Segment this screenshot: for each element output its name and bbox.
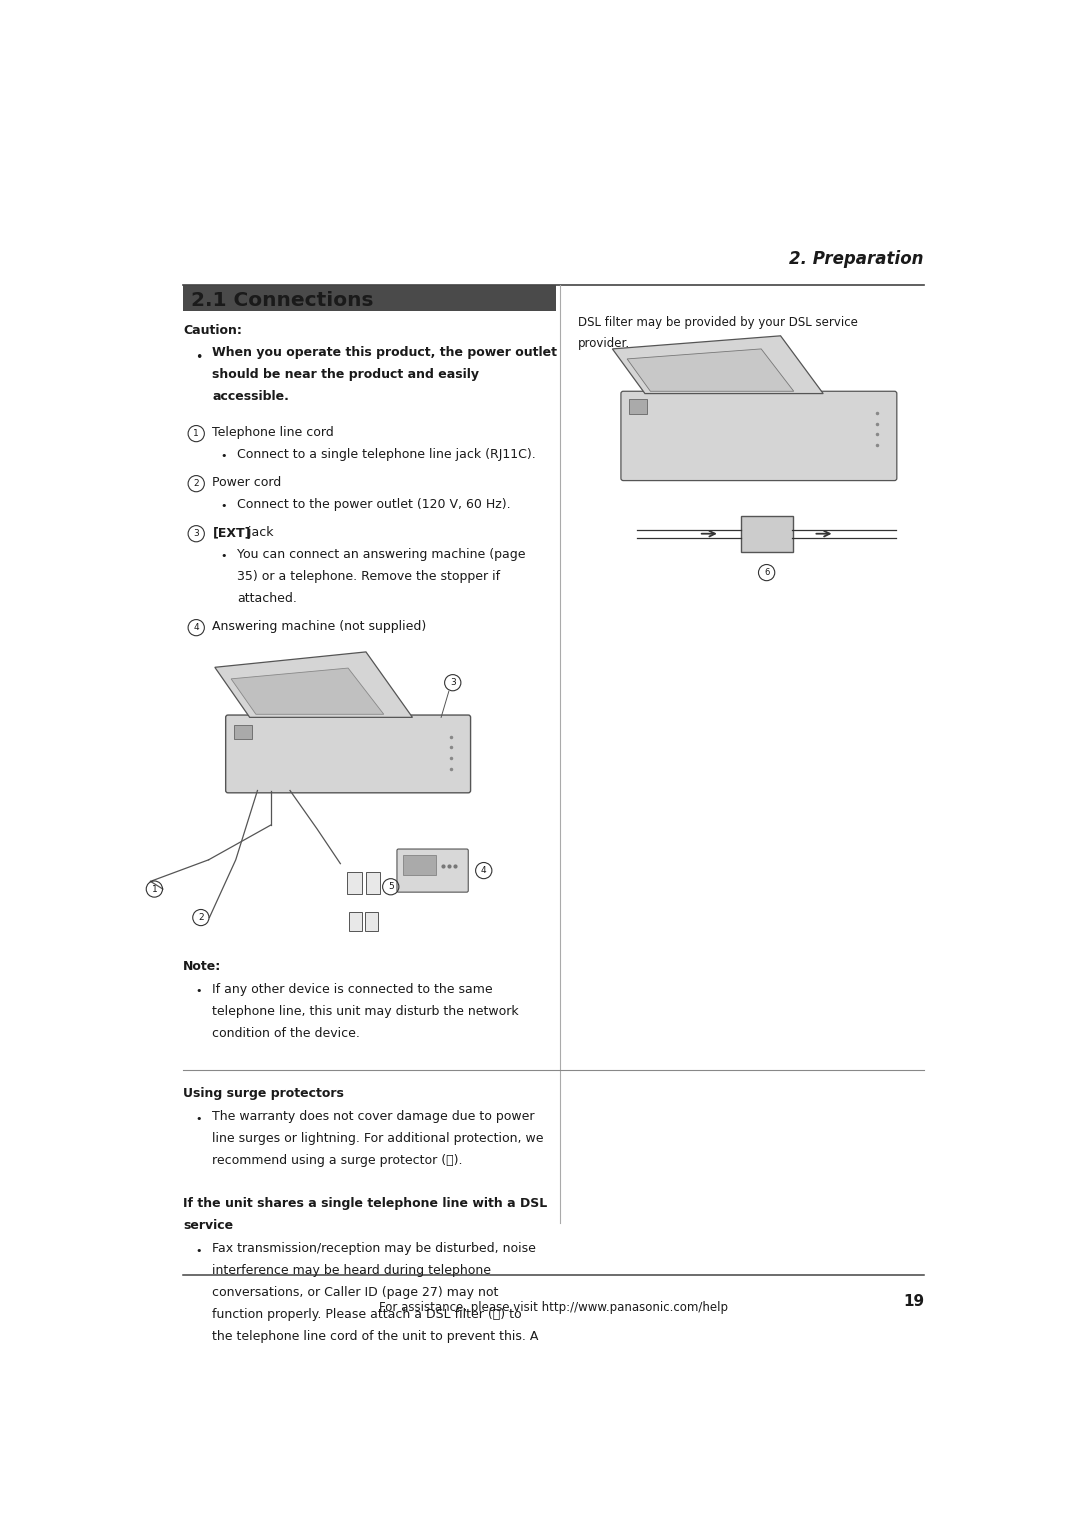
FancyBboxPatch shape [629, 399, 647, 414]
Polygon shape [627, 348, 794, 391]
Text: attached.: attached. [238, 591, 297, 605]
Text: •: • [221, 451, 228, 461]
Text: 1: 1 [151, 885, 158, 894]
Polygon shape [215, 652, 413, 717]
Text: •: • [221, 501, 228, 510]
Text: 4: 4 [481, 866, 487, 876]
FancyBboxPatch shape [397, 850, 469, 892]
Text: recommend using a surge protector (ⓤ).: recommend using a surge protector (ⓤ). [213, 1154, 463, 1166]
Text: Connect to a single telephone line jack (RJ11C).: Connect to a single telephone line jack … [238, 448, 536, 461]
Text: 35) or a telephone. Remove the stopper if: 35) or a telephone. Remove the stopper i… [238, 570, 500, 582]
Text: Note:: Note: [183, 960, 221, 973]
Text: Telephone line cord: Telephone line cord [213, 426, 334, 439]
Text: the telephone line cord of the unit to prevent this. A: the telephone line cord of the unit to p… [213, 1329, 539, 1343]
Text: 2.1 Connections: 2.1 Connections [191, 290, 374, 310]
FancyBboxPatch shape [403, 854, 436, 874]
Text: conversations, or Caller ID (page 27) may not: conversations, or Caller ID (page 27) ma… [213, 1285, 499, 1299]
Polygon shape [231, 668, 383, 714]
FancyBboxPatch shape [365, 872, 380, 894]
FancyBboxPatch shape [349, 912, 363, 931]
FancyBboxPatch shape [741, 515, 793, 552]
Text: 5: 5 [388, 882, 393, 891]
FancyBboxPatch shape [365, 912, 378, 931]
Text: should be near the product and easily: should be near the product and easily [213, 368, 480, 380]
FancyBboxPatch shape [233, 724, 252, 740]
Text: jack: jack [243, 526, 273, 539]
Text: provider.: provider. [578, 338, 631, 350]
Text: Connect to the power outlet (120 V, 60 Hz).: Connect to the power outlet (120 V, 60 H… [238, 498, 511, 510]
Text: Caution:: Caution: [183, 324, 242, 336]
FancyBboxPatch shape [621, 391, 896, 481]
Text: 3: 3 [193, 529, 199, 538]
Text: service: service [183, 1219, 233, 1232]
Text: line surges or lightning. For additional protection, we: line surges or lightning. For additional… [213, 1132, 544, 1144]
Text: [EXT]: [EXT] [213, 526, 251, 539]
Text: interference may be heard during telephone: interference may be heard during telepho… [213, 1264, 491, 1277]
Text: accessible.: accessible. [213, 390, 289, 403]
Text: 2. Preparation: 2. Preparation [789, 251, 924, 267]
Text: 2: 2 [198, 914, 204, 921]
Text: •: • [195, 1114, 202, 1123]
Polygon shape [612, 336, 823, 394]
Text: DSL filter may be provided by your DSL service: DSL filter may be provided by your DSL s… [578, 316, 859, 329]
Text: •: • [194, 351, 202, 364]
Text: If any other device is connected to the same: If any other device is connected to the … [213, 983, 494, 996]
Text: •: • [221, 552, 228, 561]
Text: Fax transmission/reception may be disturbed, noise: Fax transmission/reception may be distur… [213, 1242, 537, 1254]
Text: 1: 1 [193, 429, 199, 439]
Text: function properly. Please attach a DSL filter (ⓥ) to: function properly. Please attach a DSL f… [213, 1308, 522, 1320]
Text: condition of the device.: condition of the device. [213, 1027, 361, 1039]
Text: 19: 19 [903, 1294, 924, 1308]
Text: 6: 6 [764, 568, 769, 578]
Text: If the unit shares a single telephone line with a DSL: If the unit shares a single telephone li… [183, 1196, 548, 1210]
FancyBboxPatch shape [226, 715, 471, 793]
Text: For assistance, please visit http://www.panasonic.com/help: For assistance, please visit http://www.… [379, 1302, 728, 1314]
Text: 2: 2 [193, 480, 199, 487]
FancyBboxPatch shape [183, 286, 556, 310]
Text: •: • [195, 987, 202, 996]
Text: Power cord: Power cord [213, 475, 282, 489]
Text: When you operate this product, the power outlet: When you operate this product, the power… [213, 347, 557, 359]
Text: Answering machine (not supplied): Answering machine (not supplied) [213, 620, 427, 633]
Text: Using surge protectors: Using surge protectors [183, 1086, 343, 1100]
Text: telephone line, this unit may disturb the network: telephone line, this unit may disturb th… [213, 1004, 519, 1018]
Text: •: • [195, 1245, 202, 1256]
Text: 3: 3 [450, 678, 456, 688]
Text: The warranty does not cover damage due to power: The warranty does not cover damage due t… [213, 1109, 535, 1123]
Text: 4: 4 [193, 623, 199, 633]
FancyBboxPatch shape [347, 872, 362, 894]
Text: You can connect an answering machine (page: You can connect an answering machine (pa… [238, 549, 526, 561]
